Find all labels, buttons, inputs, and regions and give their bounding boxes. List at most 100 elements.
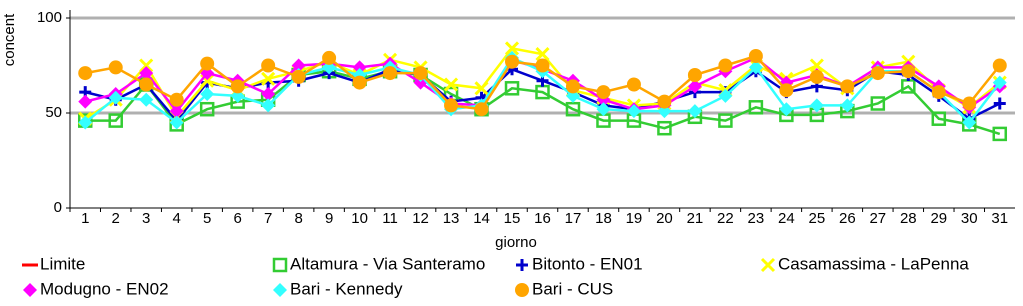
x-tick-label: 3 (142, 210, 150, 227)
legend-marker (273, 283, 287, 297)
x-tick-label: 18 (595, 210, 612, 227)
legend-marker (22, 263, 38, 267)
data-point (535, 58, 550, 73)
legend-marker (760, 257, 776, 273)
legend-label: Bari - CUS (532, 279, 613, 298)
data-point (870, 96, 886, 111)
data-point (687, 79, 702, 94)
y-axis-label: concent (1, 13, 18, 66)
data-point (657, 120, 672, 136)
x-tick-label: 4 (173, 210, 181, 227)
data-point (230, 79, 245, 94)
data-point (809, 58, 824, 73)
data-point (383, 66, 398, 81)
legend-marker (516, 259, 528, 271)
data-point (962, 115, 977, 130)
data-point (840, 98, 855, 113)
data-point (108, 90, 123, 105)
x-tick-label: 10 (351, 210, 368, 227)
x-tick-label: 29 (930, 210, 947, 227)
x-tick-label: 2 (112, 210, 120, 227)
x-tick-label: 24 (778, 210, 795, 227)
data-point (352, 75, 367, 90)
data-point (718, 88, 733, 103)
data-point (139, 92, 154, 107)
data-point (261, 87, 276, 101)
x-axis-label: giorno (495, 234, 537, 251)
data-point (657, 94, 672, 109)
data-point (931, 111, 947, 126)
data-point (626, 104, 641, 119)
legend-label: Modugno - EN02 (40, 279, 169, 298)
data-point (139, 77, 154, 92)
data-point (718, 113, 733, 128)
data-point (565, 79, 580, 94)
data-point (748, 100, 764, 115)
legend-marker (23, 283, 37, 297)
data-point (993, 97, 1006, 110)
x-tick-label: 26 (839, 210, 856, 227)
data-point (809, 98, 824, 113)
data-point (779, 102, 794, 117)
x-tick-label: 22 (717, 210, 734, 227)
y-tick-label: 0 (54, 199, 62, 216)
x-tick-label: 31 (991, 210, 1008, 227)
data-point (108, 60, 123, 75)
data-point (748, 49, 763, 63)
x-tick-label: 8 (294, 210, 302, 227)
data-point (931, 85, 946, 100)
x-tick-label: 1 (81, 210, 89, 227)
x-tick-label: 9 (325, 210, 333, 227)
data-point (261, 98, 276, 113)
data-point (200, 87, 215, 101)
data-point (261, 58, 276, 73)
x-tick-label: 17 (565, 210, 582, 227)
data-point (78, 115, 93, 130)
data-point (535, 47, 550, 62)
data-point (200, 56, 215, 71)
x-tick-label: 27 (869, 210, 886, 227)
data-point (504, 41, 520, 56)
data-point (809, 69, 824, 84)
data-point (474, 102, 489, 117)
x-tick-label: 7 (264, 210, 272, 227)
legend-marker (272, 257, 288, 273)
data-point (962, 96, 977, 111)
x-tick-label: 28 (900, 210, 917, 227)
data-point (718, 58, 733, 73)
data-point (596, 102, 611, 117)
data-point (992, 126, 1008, 142)
data-point (626, 77, 641, 92)
data-point (199, 101, 215, 117)
data-point (687, 104, 702, 119)
data-point (444, 98, 459, 113)
legend-label: Altamura - Via Santeramo (290, 254, 485, 273)
x-tick-label: 11 (382, 210, 398, 227)
x-tick-label: 5 (203, 210, 211, 227)
data-point (504, 81, 520, 96)
data-point (322, 50, 337, 65)
legend-marker (515, 283, 529, 297)
data-point (901, 64, 916, 79)
data-point (78, 94, 93, 109)
data-point (139, 66, 154, 81)
data-point (474, 81, 489, 96)
legend-label: Bari - Kennedy (290, 279, 403, 298)
data-point (565, 101, 581, 117)
data-point (748, 60, 763, 75)
data-point (78, 66, 93, 81)
data-point (352, 60, 367, 75)
legend-label: Casamassima - LaPenna (778, 254, 969, 273)
x-tick-label: 15 (504, 210, 521, 227)
legend-label: Limite (40, 254, 85, 273)
data-point (687, 68, 702, 82)
data-point (840, 79, 855, 94)
data-point (443, 77, 459, 92)
x-tick-label: 21 (687, 210, 704, 227)
x-tick-label: 16 (534, 210, 551, 227)
data-point (291, 69, 306, 84)
x-tick-label: 30 (961, 210, 978, 227)
data-point (992, 58, 1007, 73)
x-tick-label: 6 (233, 210, 241, 227)
